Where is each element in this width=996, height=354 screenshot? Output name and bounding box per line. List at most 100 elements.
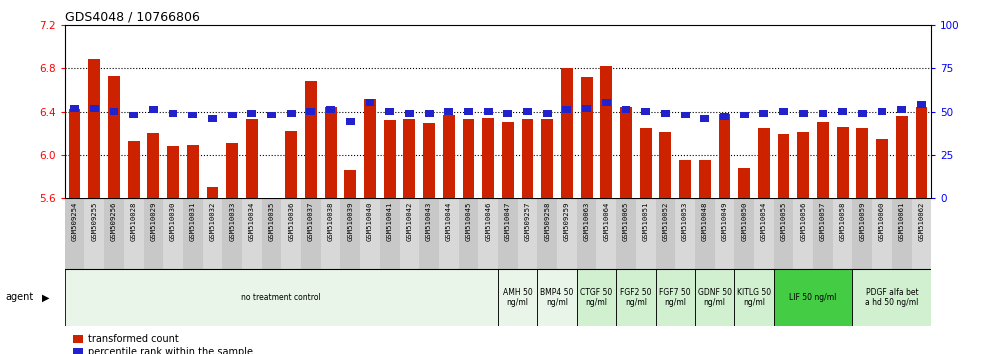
Text: GSM510031: GSM510031 [190, 202, 196, 241]
Bar [794, 198, 813, 269]
Text: agent: agent [5, 292, 33, 302]
Bar [65, 269, 498, 326]
Bar [917, 101, 926, 108]
Bar [129, 112, 138, 119]
Bar [321, 198, 341, 269]
Bar [482, 118, 494, 198]
Bar [718, 114, 730, 198]
Bar [208, 115, 217, 122]
Bar [502, 122, 514, 198]
Bar [740, 112, 749, 119]
Text: GSM510038: GSM510038 [328, 202, 334, 241]
Bar [226, 143, 238, 198]
Text: GSM510028: GSM510028 [130, 202, 136, 241]
Text: AMH 50
ng/ml: AMH 50 ng/ml [503, 288, 533, 307]
Text: GSM510036: GSM510036 [288, 202, 294, 241]
Bar [853, 198, 872, 269]
Bar [365, 98, 375, 198]
Bar [285, 131, 297, 198]
Bar [266, 198, 278, 202]
Bar [891, 198, 911, 269]
Bar [561, 68, 573, 198]
Bar [915, 107, 927, 198]
Bar [911, 198, 931, 269]
Bar [405, 110, 413, 117]
Bar [89, 59, 101, 198]
Bar [581, 77, 593, 198]
Bar [695, 269, 734, 326]
Bar [149, 106, 157, 113]
Bar [361, 198, 379, 269]
Text: GSM509258: GSM509258 [544, 202, 550, 241]
Bar [443, 115, 454, 198]
Bar [498, 269, 538, 326]
Text: GSM510044: GSM510044 [446, 202, 452, 241]
Text: GSM510037: GSM510037 [308, 202, 314, 241]
Bar [287, 110, 296, 117]
Bar [69, 109, 81, 198]
Bar [853, 269, 931, 326]
Text: GDS4048 / 10766806: GDS4048 / 10766806 [65, 11, 199, 24]
Text: GSM510035: GSM510035 [269, 202, 275, 241]
Bar [242, 198, 262, 269]
Bar [700, 115, 709, 122]
Text: GDNF 50
ng/ml: GDNF 50 ng/ml [697, 288, 732, 307]
Bar [325, 107, 337, 198]
Bar [597, 198, 617, 269]
Text: KITLG 50
ng/ml: KITLG 50 ng/ml [737, 288, 771, 307]
Bar [70, 104, 79, 112]
Text: GSM510045: GSM510045 [465, 202, 471, 241]
Bar [621, 107, 631, 198]
Text: ▶: ▶ [42, 292, 50, 302]
Bar [383, 120, 395, 198]
Text: GSM510058: GSM510058 [840, 202, 846, 241]
Bar [301, 198, 321, 269]
Bar [326, 106, 335, 113]
Bar [379, 198, 399, 269]
Bar [124, 198, 143, 269]
Bar [680, 112, 689, 119]
Bar [876, 139, 888, 198]
Bar [105, 198, 124, 269]
Text: GSM510039: GSM510039 [348, 202, 354, 241]
Bar [695, 198, 715, 269]
Bar [522, 119, 534, 198]
Bar [281, 198, 301, 269]
Text: GSM509256: GSM509256 [111, 202, 117, 241]
Bar [635, 198, 655, 269]
Bar [877, 108, 886, 115]
Text: GSM510050: GSM510050 [741, 202, 747, 241]
Text: GSM509254: GSM509254 [72, 202, 78, 241]
Bar [655, 269, 695, 326]
Bar [183, 198, 202, 269]
Text: GSM509259: GSM509259 [564, 202, 570, 241]
Bar [699, 160, 711, 198]
Bar [110, 108, 119, 115]
Text: GSM510064: GSM510064 [604, 202, 610, 241]
Bar [622, 106, 630, 113]
Bar [90, 104, 99, 112]
Bar [655, 198, 675, 269]
Bar [754, 198, 774, 269]
Bar [518, 198, 538, 269]
Bar [734, 269, 774, 326]
Bar [897, 106, 906, 113]
Legend: transformed count, percentile rank within the sample: transformed count, percentile rank withi… [70, 331, 257, 354]
Bar [307, 108, 316, 115]
Text: GSM510053: GSM510053 [682, 202, 688, 241]
Bar [341, 198, 361, 269]
Bar [188, 112, 197, 119]
Text: FGF2 50
ng/ml: FGF2 50 ng/ml [621, 288, 651, 307]
Bar [601, 66, 613, 198]
Bar [602, 99, 611, 106]
Text: GSM510033: GSM510033 [229, 202, 235, 241]
Bar [543, 110, 552, 117]
Bar [458, 198, 478, 269]
Bar [65, 198, 85, 269]
Text: GSM510062: GSM510062 [918, 202, 924, 241]
Text: GSM510032: GSM510032 [209, 202, 215, 241]
Bar [366, 99, 374, 106]
Bar [385, 108, 394, 115]
Text: GSM510042: GSM510042 [406, 202, 412, 241]
Bar [577, 269, 617, 326]
